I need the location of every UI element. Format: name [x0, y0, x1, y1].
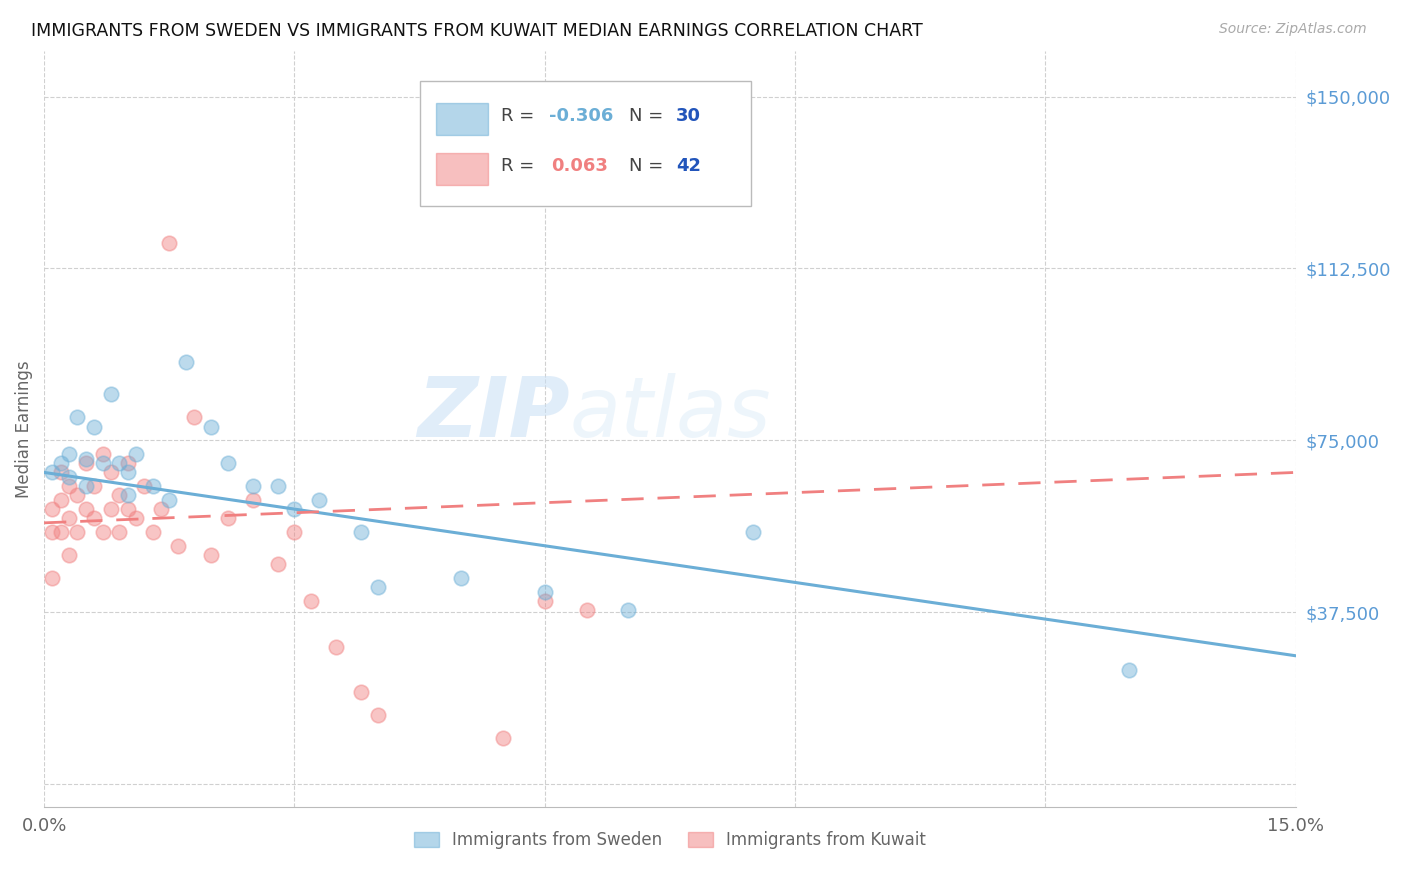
- Point: [350, 685, 373, 699]
- Point: [242, 479, 264, 493]
- Point: [66, 524, 89, 539]
- Point: [100, 466, 122, 480]
- Text: atlas: atlas: [569, 373, 772, 454]
- Point: [58, 511, 80, 525]
- Point: [283, 502, 305, 516]
- Point: [350, 524, 373, 539]
- Point: [149, 502, 172, 516]
- Point: [83, 479, 105, 493]
- FancyBboxPatch shape: [436, 103, 488, 135]
- Text: 0.063: 0.063: [551, 157, 607, 176]
- Point: [267, 557, 290, 571]
- Y-axis label: Median Earnings: Median Earnings: [15, 360, 32, 498]
- Text: R =: R =: [501, 157, 546, 176]
- Point: [91, 456, 114, 470]
- Point: [91, 524, 114, 539]
- Point: [242, 492, 264, 507]
- Point: [492, 731, 515, 746]
- Text: Source: ZipAtlas.com: Source: ZipAtlas.com: [1219, 22, 1367, 37]
- Text: N =: N =: [628, 107, 669, 126]
- Point: [91, 447, 114, 461]
- Point: [49, 524, 72, 539]
- Point: [75, 451, 97, 466]
- Point: [58, 479, 80, 493]
- Point: [83, 511, 105, 525]
- Point: [267, 479, 290, 493]
- Text: 30: 30: [676, 107, 702, 126]
- Text: -0.306: -0.306: [548, 107, 613, 126]
- Point: [125, 447, 148, 461]
- FancyBboxPatch shape: [436, 153, 488, 185]
- Point: [533, 584, 555, 599]
- Point: [41, 524, 63, 539]
- Point: [367, 580, 389, 594]
- Text: 42: 42: [676, 157, 702, 176]
- Point: [117, 488, 139, 502]
- Point: [200, 548, 222, 562]
- Point: [217, 456, 239, 470]
- Point: [1118, 663, 1140, 677]
- Point: [617, 603, 640, 617]
- Point: [742, 524, 765, 539]
- Point: [100, 387, 122, 401]
- Point: [58, 470, 80, 484]
- Point: [75, 479, 97, 493]
- Point: [108, 488, 131, 502]
- Point: [58, 447, 80, 461]
- Point: [66, 488, 89, 502]
- Point: [108, 456, 131, 470]
- Point: [41, 466, 63, 480]
- Point: [157, 236, 180, 251]
- Point: [134, 479, 156, 493]
- Point: [450, 571, 472, 585]
- Point: [58, 548, 80, 562]
- Point: [41, 502, 63, 516]
- Point: [200, 419, 222, 434]
- Point: [83, 419, 105, 434]
- Point: [308, 492, 330, 507]
- Point: [100, 502, 122, 516]
- Point: [75, 502, 97, 516]
- Point: [117, 502, 139, 516]
- Point: [166, 539, 188, 553]
- Point: [533, 594, 555, 608]
- Text: R =: R =: [501, 107, 540, 126]
- Point: [41, 571, 63, 585]
- Point: [66, 410, 89, 425]
- Point: [49, 456, 72, 470]
- Point: [217, 511, 239, 525]
- Point: [142, 479, 165, 493]
- Point: [142, 524, 165, 539]
- Point: [108, 524, 131, 539]
- Point: [157, 492, 180, 507]
- Point: [367, 708, 389, 723]
- Point: [117, 466, 139, 480]
- Point: [299, 594, 322, 608]
- Point: [49, 492, 72, 507]
- Point: [174, 355, 197, 369]
- Point: [183, 410, 205, 425]
- Point: [325, 640, 347, 654]
- Point: [75, 456, 97, 470]
- FancyBboxPatch shape: [419, 81, 751, 206]
- Text: ZIP: ZIP: [418, 373, 569, 454]
- Point: [575, 603, 598, 617]
- Point: [49, 466, 72, 480]
- Legend: Immigrants from Sweden, Immigrants from Kuwait: Immigrants from Sweden, Immigrants from …: [408, 824, 932, 855]
- Point: [283, 524, 305, 539]
- Text: IMMIGRANTS FROM SWEDEN VS IMMIGRANTS FROM KUWAIT MEDIAN EARNINGS CORRELATION CHA: IMMIGRANTS FROM SWEDEN VS IMMIGRANTS FRO…: [31, 22, 922, 40]
- Point: [117, 456, 139, 470]
- Point: [125, 511, 148, 525]
- Text: N =: N =: [628, 157, 669, 176]
